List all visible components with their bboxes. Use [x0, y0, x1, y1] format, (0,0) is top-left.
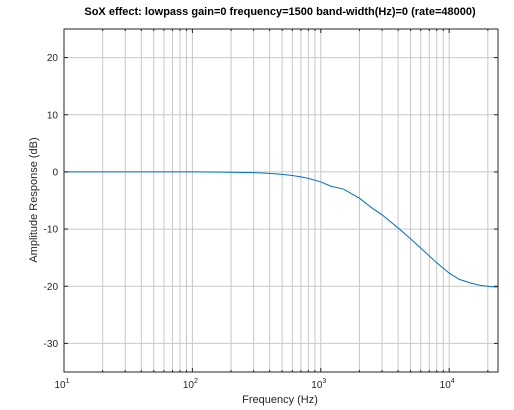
y-tick-label: -20: [44, 282, 59, 293]
y-tick-label: 0: [52, 167, 58, 178]
y-tick-label: 10: [47, 110, 59, 121]
y-tick-label: -10: [44, 225, 59, 236]
chart-title: SoX effect: lowpass gain=0 frequency=150…: [84, 6, 476, 18]
series-layer: [64, 171, 498, 288]
y-axis-label: Amplitude Response (dB): [28, 137, 40, 262]
response-curve: [64, 171, 498, 288]
tick-labels: 101 102 103 104 20 10 0 -10 -20 -30: [44, 53, 455, 391]
y-tick-label: -30: [44, 339, 59, 350]
y-tick-label: 20: [47, 53, 59, 64]
x-axis-label: Frequency (Hz): [242, 394, 318, 406]
x-tick-label: 101: [54, 378, 69, 391]
x-tick-label: 102: [183, 378, 198, 391]
plot-frame: [63, 28, 499, 373]
axes: [63, 28, 499, 373]
grid: [63, 29, 498, 372]
x-tick-label: 103: [311, 378, 326, 391]
x-tick-label: 104: [440, 378, 455, 391]
